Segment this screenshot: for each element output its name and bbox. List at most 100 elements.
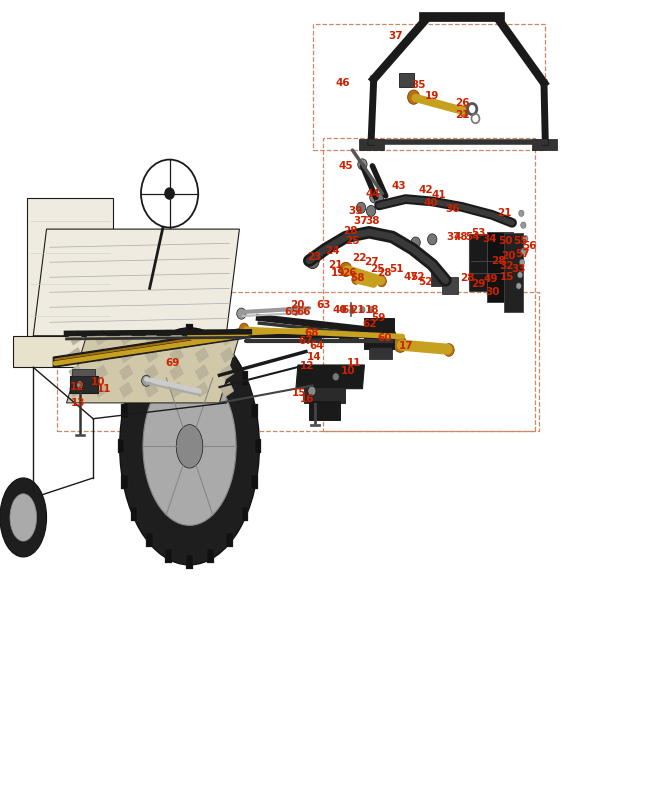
Text: 40: 40 — [424, 198, 438, 208]
Text: 53: 53 — [471, 228, 486, 238]
Text: 17: 17 — [398, 341, 413, 351]
Text: 21: 21 — [350, 305, 365, 314]
Circle shape — [142, 375, 151, 386]
Text: 10: 10 — [340, 367, 355, 376]
Polygon shape — [431, 270, 444, 286]
Text: 45: 45 — [338, 161, 353, 171]
Circle shape — [360, 307, 365, 313]
Circle shape — [332, 373, 339, 381]
Text: 28: 28 — [377, 268, 392, 277]
Bar — [120, 382, 133, 397]
Bar — [146, 532, 152, 547]
Bar — [226, 292, 539, 431]
Circle shape — [370, 329, 378, 338]
Circle shape — [380, 329, 388, 338]
Text: 23: 23 — [307, 252, 321, 261]
Text: 32: 32 — [499, 261, 514, 271]
Text: 65: 65 — [284, 307, 299, 317]
Text: 59: 59 — [371, 313, 386, 322]
Bar — [221, 348, 234, 363]
Circle shape — [340, 306, 346, 312]
Text: 67: 67 — [299, 337, 313, 346]
Circle shape — [368, 334, 373, 340]
Text: 56: 56 — [522, 242, 537, 251]
Bar — [121, 475, 128, 489]
Text: 16: 16 — [300, 394, 315, 404]
Circle shape — [394, 337, 407, 352]
Bar — [309, 401, 340, 420]
Text: 25: 25 — [370, 264, 384, 273]
Ellipse shape — [120, 328, 259, 565]
Circle shape — [370, 192, 379, 203]
Text: 52: 52 — [410, 272, 425, 281]
Text: 64: 64 — [309, 341, 324, 351]
Text: 20: 20 — [501, 251, 515, 261]
Circle shape — [444, 344, 454, 356]
Text: 63: 63 — [317, 300, 331, 310]
Circle shape — [428, 234, 437, 245]
Bar — [186, 555, 193, 569]
Text: 19: 19 — [331, 268, 346, 277]
Bar — [221, 330, 234, 345]
Text: 29: 29 — [471, 280, 486, 289]
Text: 54: 54 — [465, 232, 479, 242]
Bar — [195, 382, 209, 397]
Circle shape — [341, 331, 346, 337]
Text: 36: 36 — [445, 205, 460, 214]
Bar — [70, 376, 98, 393]
Bar — [94, 330, 108, 345]
Text: 15: 15 — [499, 272, 514, 281]
Text: 52: 52 — [418, 277, 433, 287]
Circle shape — [358, 159, 367, 170]
Text: 26: 26 — [342, 268, 356, 277]
Ellipse shape — [176, 425, 203, 468]
Text: 51: 51 — [389, 264, 404, 273]
Bar — [131, 507, 138, 521]
Bar — [255, 439, 261, 453]
Polygon shape — [296, 365, 364, 389]
Ellipse shape — [0, 478, 47, 557]
Bar — [72, 369, 95, 376]
Text: 28: 28 — [343, 227, 358, 236]
Text: 68: 68 — [304, 329, 319, 338]
Bar — [227, 532, 233, 547]
Bar — [251, 404, 258, 418]
Text: 21: 21 — [329, 260, 343, 269]
Bar — [221, 382, 234, 397]
Polygon shape — [27, 198, 113, 340]
Bar — [119, 365, 133, 380]
Circle shape — [76, 381, 83, 389]
Circle shape — [460, 106, 469, 117]
Bar — [170, 330, 184, 345]
Text: 21: 21 — [455, 110, 469, 119]
Circle shape — [292, 306, 300, 315]
Polygon shape — [33, 229, 239, 336]
Circle shape — [308, 386, 316, 396]
Bar — [68, 382, 82, 397]
Bar — [119, 330, 133, 345]
Text: 33: 33 — [511, 264, 526, 273]
Bar — [145, 348, 158, 363]
Circle shape — [352, 275, 360, 284]
Text: 11: 11 — [346, 359, 361, 368]
Bar — [165, 549, 172, 563]
Polygon shape — [53, 328, 246, 367]
Text: 30: 30 — [485, 288, 499, 297]
Text: 21: 21 — [497, 209, 511, 218]
Text: 38: 38 — [365, 216, 380, 226]
Bar — [195, 330, 209, 345]
Text: 18: 18 — [365, 305, 380, 314]
Bar — [369, 347, 392, 359]
Bar — [399, 73, 414, 87]
Bar — [57, 344, 163, 431]
Circle shape — [516, 283, 521, 289]
Bar — [241, 371, 248, 386]
Ellipse shape — [10, 494, 37, 541]
Text: 35: 35 — [412, 80, 426, 89]
Text: 49: 49 — [483, 274, 498, 284]
Text: 27: 27 — [364, 258, 378, 267]
Bar — [313, 24, 545, 150]
Circle shape — [350, 307, 355, 314]
Bar — [195, 348, 209, 363]
Circle shape — [408, 90, 420, 104]
